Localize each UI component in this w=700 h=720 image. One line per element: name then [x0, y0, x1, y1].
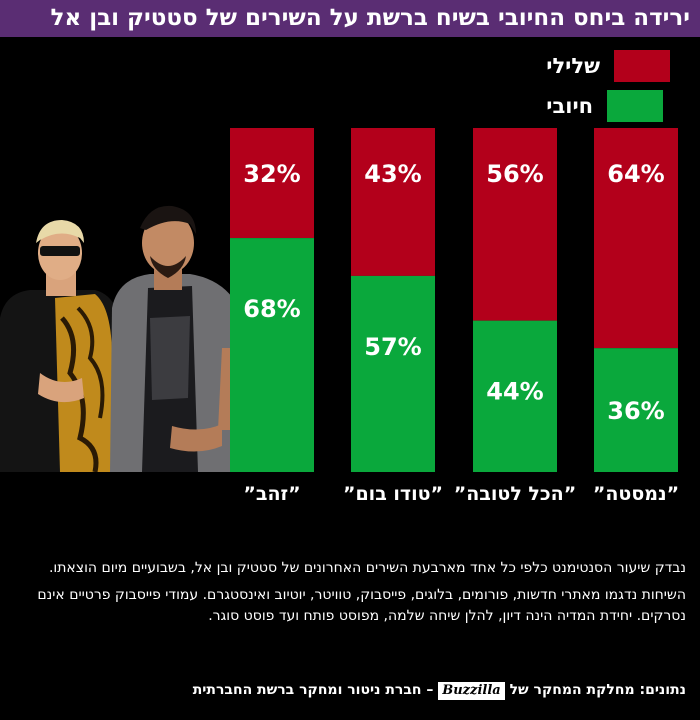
title-bar [0, 0, 700, 37]
source-line: נתונים: מחלקת המחקר של Buzzilla – חברת נ… [193, 682, 686, 700]
value-label-positive-0: 36% [607, 397, 664, 425]
category-label-2: ”טודו בום” [343, 483, 443, 505]
legend-item-negative: שלילי [546, 50, 670, 82]
buzzilla-logo: Buzzilla [438, 682, 505, 700]
value-label-negative-0: 64% [607, 160, 664, 188]
value-label-negative-3: 32% [243, 160, 300, 188]
value-label-positive-3: 68% [243, 295, 300, 323]
artist-left-figure [0, 220, 120, 472]
bar-negative-3 [230, 128, 314, 239]
bar-negative-0 [594, 128, 678, 349]
legend-swatch-positive [607, 90, 664, 122]
notes: נבדק שיעור הסנטימנט כלפי כל אחד מארבעת ה… [14, 558, 686, 633]
note-paragraph-1: נבדק שיעור הסנטימנט כלפי כל אחד מארבעת ה… [48, 560, 686, 576]
value-label-positive-1: 44% [486, 378, 543, 406]
value-label-positive-2: 57% [364, 333, 421, 361]
value-label-negative-2: 43% [364, 160, 421, 188]
bar-positive-3 [230, 238, 314, 472]
bar-negative-1 [473, 128, 557, 321]
bar-positive-2 [351, 275, 435, 472]
bar-positive-0 [594, 348, 678, 472]
note-paragraph-2: השיחות נדגמו מאתרי חדשות, פורומים, בלוגי… [37, 587, 686, 624]
category-label-3: ”זהב” [243, 483, 300, 505]
legend-item-positive: חיובי [546, 90, 670, 122]
bar-negative-2 [351, 128, 435, 276]
category-label-1: ”הכל לטובה” [454, 483, 576, 505]
legend-swatch-negative [614, 50, 670, 82]
legend: שלילי חיובי [546, 50, 670, 130]
source-prefix: נתונים: מחלקת המחקר של [509, 682, 686, 698]
bar-positive-1 [473, 320, 557, 472]
value-label-negative-1: 56% [486, 160, 543, 188]
source-suffix: – חברת ניטור ומחקר ברשת החברתית [192, 682, 434, 698]
category-label-0: ”נמסטה” [593, 483, 679, 505]
legend-label-negative: שלילי [546, 54, 600, 78]
chart-title: ירידה ביחס החיובי בשיח ברשת על השירים של… [50, 5, 690, 31]
legend-label-positive: חיובי [546, 94, 594, 118]
